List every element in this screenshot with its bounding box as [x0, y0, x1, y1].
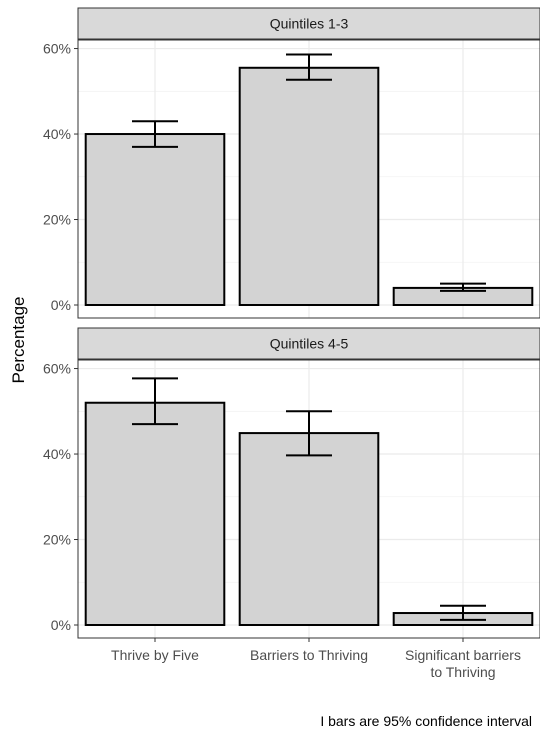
panel-border — [77, 39, 540, 319]
error-bar — [286, 410, 332, 457]
bar — [238, 66, 380, 306]
y-tick-label: 20% — [43, 532, 71, 548]
bar — [238, 432, 380, 626]
y-tick-label: 0% — [51, 617, 71, 633]
facet-strip-title: Quintiles 4-5 — [270, 336, 349, 352]
error-bar — [286, 53, 332, 81]
facet-strip — [77, 327, 540, 360]
error-bar — [132, 377, 178, 426]
error-bar — [440, 282, 486, 292]
x-tick-labels: Thrive by Five Barriers to Thriving Signif… — [111, 638, 521, 680]
panels: Quintiles 1-3 0% 20% 40% 60% Quintiles 4-5 0% 2… — [43, 7, 540, 639]
y-tick-label: 40% — [43, 126, 71, 142]
y-tick-label: 60% — [43, 361, 71, 377]
facet-strip — [77, 7, 540, 40]
caption: I bars are 95% confidence interval — [320, 713, 532, 729]
facet-strip-title: Quintiles 1-3 — [270, 16, 349, 32]
error-bar — [132, 120, 178, 148]
bar — [84, 401, 226, 627]
panel-1: Quintiles 1-3 0% 20% 40% 60% — [43, 7, 540, 319]
x-tick-label: Significant barriers to Thriving — [405, 647, 521, 680]
y-axis-title: Percentage — [9, 297, 28, 384]
y-tick-label: 20% — [43, 212, 71, 228]
error-bar — [440, 604, 486, 621]
bar — [84, 133, 226, 306]
x-tick-label: Barriers to Thriving — [250, 647, 368, 663]
y-tick-label: 0% — [51, 297, 71, 313]
x-tick-label: Thrive by Five — [111, 647, 199, 663]
panel-2: Quintiles 4-5 0% 20% 40% 60% — [43, 327, 540, 639]
y-tick-label: 40% — [43, 446, 71, 462]
y-tick-label: 60% — [43, 41, 71, 57]
